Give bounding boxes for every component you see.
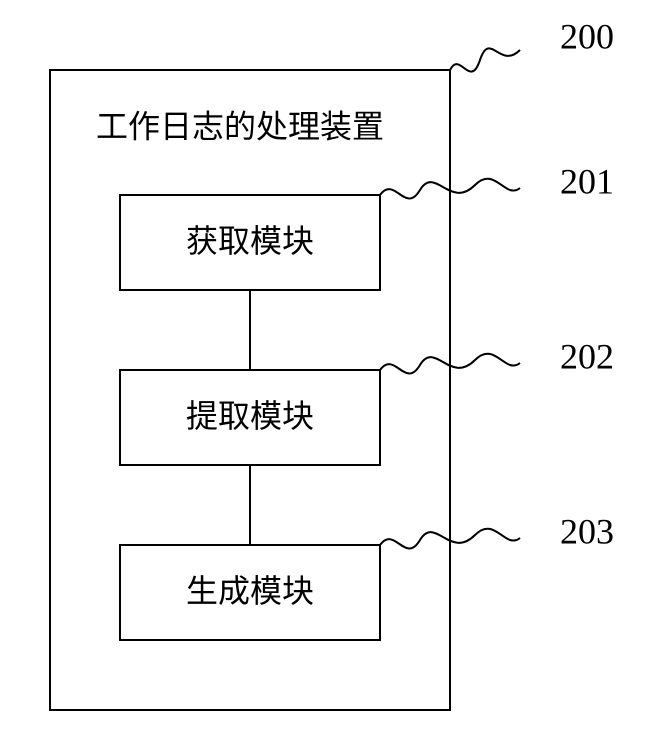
ref-label-200: 200 — [560, 16, 614, 56]
callout-line-200 — [450, 48, 520, 71]
ref-label-202: 202 — [560, 336, 614, 376]
node-label-n1: 获取模块 — [186, 223, 314, 259]
ref-label-203: 203 — [560, 511, 614, 551]
work-log-device-diagram: 工作日志的处理装置 获取模块提取模块生成模块 200 201 202 203 — [0, 0, 651, 740]
node-label-n2: 提取模块 — [186, 398, 314, 434]
node-label-n3: 生成模块 — [186, 573, 314, 609]
ref-label-201: 201 — [560, 161, 614, 201]
outer-box — [50, 70, 450, 710]
diagram-title: 工作日志的处理装置 — [96, 108, 384, 144]
